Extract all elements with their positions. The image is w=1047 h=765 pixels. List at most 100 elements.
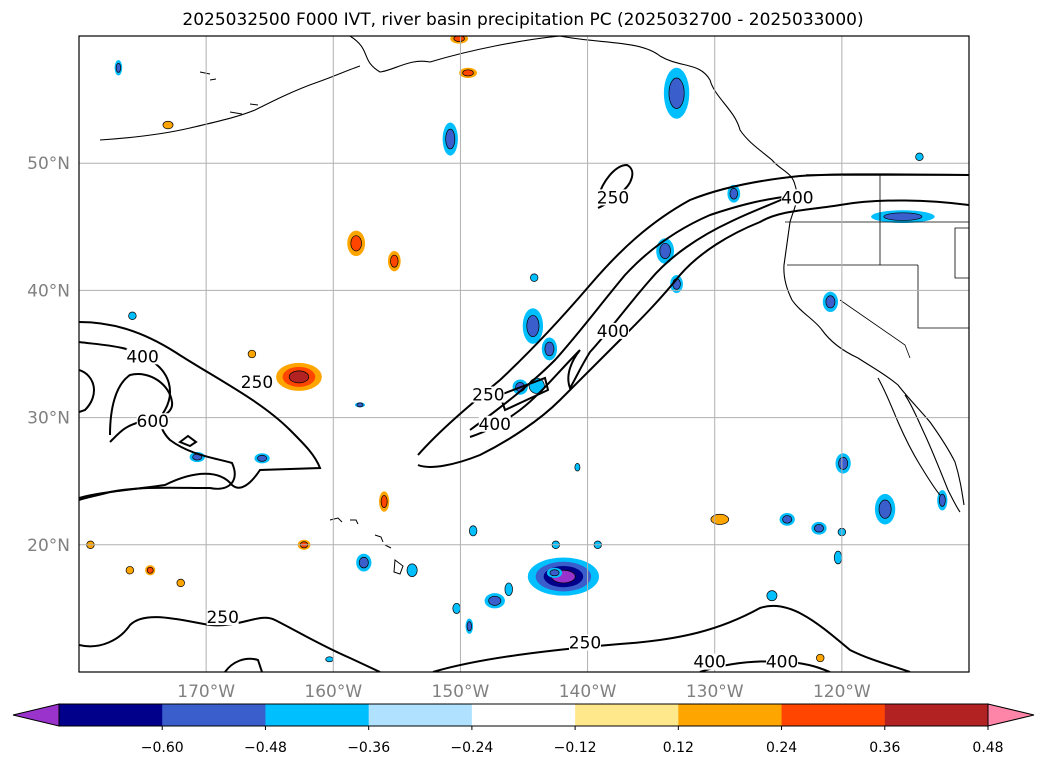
- precip-anomaly-level: [915, 152, 924, 162]
- precip-anomaly-cell: [811, 521, 827, 535]
- alaska-peninsula-coastline: [99, 65, 361, 141]
- lat-tick-label: 20°N: [27, 536, 70, 556]
- precip-anomaly-cell: [816, 653, 825, 663]
- precip-anomaly-cell: [114, 60, 123, 76]
- colorbar-bin: [368, 704, 473, 726]
- colorbar-extend-max: [987, 703, 1035, 727]
- precip-anomaly-level: [128, 311, 137, 321]
- precip-anomaly-level: [162, 120, 174, 130]
- precip-anomaly-cell: [459, 67, 477, 78]
- precip-anomaly-cell: [465, 618, 474, 634]
- ivt-contour-250-west: [79, 321, 322, 499]
- precip-anomaly-cell: [833, 550, 843, 565]
- colorbar: −0.60 −0.48 −0.36 −0.24 −0.12 0.12 0.24 0.36 0.4…: [12, 703, 1035, 756]
- precip-anomaly-level: [530, 273, 539, 282]
- precip-anomaly-level: [729, 188, 738, 200]
- precip-anomaly-cell: [530, 273, 539, 282]
- precip-anomaly-cell: [727, 184, 741, 203]
- contour-label: 250: [472, 386, 504, 406]
- colorbar-bin: [265, 704, 370, 726]
- precip-anomaly-level: [358, 556, 369, 569]
- precip-anomaly-level: [452, 602, 461, 614]
- precip-anomaly-cell: [663, 67, 690, 119]
- precip-anomaly-level: [574, 463, 581, 472]
- precip-anomaly-level: [466, 621, 472, 632]
- precip-anomaly-cell: [871, 210, 935, 223]
- precip-anomaly-cell: [356, 553, 372, 572]
- colorbar-bin: [781, 704, 886, 726]
- colorbar-bin: [162, 704, 266, 726]
- precip-anomaly-cell: [656, 238, 675, 264]
- lat-tick-label: 50°N: [27, 154, 70, 174]
- precip-anomaly-cell: [450, 36, 469, 44]
- precip-anomaly-cell: [452, 602, 461, 614]
- map-border: [78, 35, 970, 673]
- precip-anomaly-level: [668, 77, 685, 109]
- contour-label: 400: [479, 415, 511, 435]
- precip-anomaly-level: [288, 370, 310, 384]
- map-frame: [79, 36, 969, 672]
- colorbar-bin: [575, 704, 679, 726]
- colorbar-bin: [471, 704, 576, 726]
- colorbar-tick-label: 0.24: [766, 740, 797, 756]
- precip-anomaly-cell: [710, 513, 730, 525]
- ivt-contour-400-inner-box: [498, 376, 550, 412]
- precip-anomaly-cell: [247, 349, 257, 359]
- ivt-contour-250-atmospheric-river: [417, 173, 969, 468]
- precip-anomaly-cell: [128, 311, 137, 321]
- colorbar-tick-label: −0.60: [141, 740, 184, 756]
- precip-anomaly-cell: [527, 557, 600, 596]
- precip-anomaly-cell: [379, 491, 390, 512]
- precip-anomaly-cell: [915, 152, 924, 162]
- contour-label: 400: [781, 188, 813, 208]
- precip-anomaly-cell: [835, 453, 851, 474]
- precip-anomaly-cell: [162, 120, 174, 130]
- precip-anomaly-level: [390, 254, 399, 268]
- precip-anomaly-level: [453, 36, 465, 42]
- lon-tick-label: 140°W: [559, 682, 617, 702]
- ivt-contour-600-west: [109, 373, 174, 443]
- lat-tick-label: 40°N: [27, 281, 70, 301]
- precip-anomaly-cell: [574, 463, 581, 472]
- ivt-contour-400-atmospheric-river: [469, 195, 791, 438]
- contour-label: 250: [206, 608, 238, 628]
- precip-anomaly-level: [710, 513, 730, 525]
- precip-anomaly-cell: [347, 230, 366, 257]
- ivt-contour-250-south-small: [224, 657, 263, 672]
- contour-label-background: [597, 189, 629, 206]
- precip-anomaly-cell: [779, 513, 795, 526]
- precip-anomaly-level: [504, 582, 513, 597]
- ivt-contour-600-small: [177, 434, 198, 448]
- precip-anomaly-cell: [354, 402, 366, 408]
- contour-label-background: [136, 413, 169, 430]
- lon-tick-label: 160°W: [304, 682, 362, 702]
- contour-label-background: [781, 189, 814, 206]
- precip-anomaly-cell: [442, 122, 458, 156]
- precip-anomaly-cell: [145, 565, 156, 576]
- contour-label: 400: [597, 322, 629, 342]
- north-america-coastline: [349, 36, 965, 506]
- colorbar-outline: [58, 703, 989, 727]
- contour-label-background: [126, 348, 159, 365]
- precip-anomaly-level: [549, 569, 560, 577]
- precip-anomaly-level: [814, 524, 824, 533]
- precip-anomaly-cell: [874, 493, 896, 525]
- precip-anomaly-cell: [504, 582, 513, 597]
- colorbar-bin: [678, 704, 783, 726]
- precip-anomaly-cell: [254, 453, 270, 464]
- precip-anomaly-level: [816, 653, 825, 663]
- contour-label: 400: [693, 653, 725, 673]
- baja-coastline: [877, 377, 941, 496]
- gulf-of-california-coastline: [904, 394, 961, 513]
- precip-anomaly-cell: [546, 567, 563, 578]
- precip-anomaly-level: [883, 212, 923, 221]
- precip-anomaly-cell: [766, 590, 778, 602]
- precip-anomaly-level: [445, 128, 456, 150]
- precip-anomaly-level: [146, 566, 154, 574]
- precip-anomaly-cell: [325, 656, 334, 663]
- precip-anomaly-level: [257, 454, 268, 462]
- lon-tick-label: 120°W: [813, 682, 871, 702]
- precip-anomaly-cell: [484, 593, 505, 609]
- precip-anomaly-level: [350, 235, 362, 252]
